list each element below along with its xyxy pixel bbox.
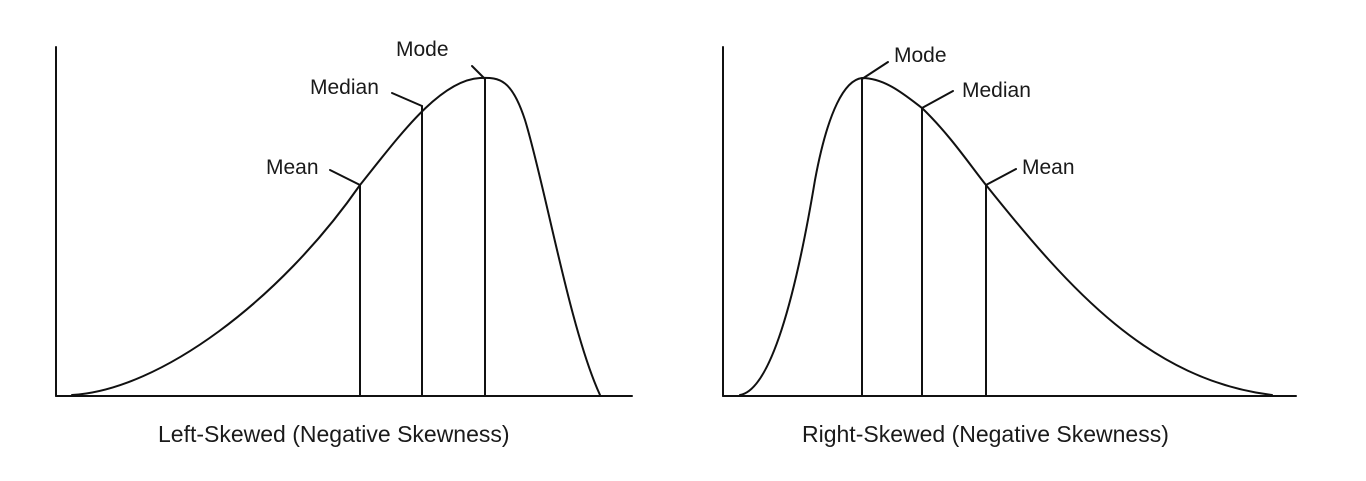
left-panel-caption: Left-Skewed (Negative Skewness) bbox=[158, 421, 510, 447]
right-mean-leader bbox=[985, 168, 1017, 186]
left-mean-leader bbox=[329, 169, 361, 186]
right-skewed-panel: Mode Median Mean Right-Skewed (Negative … bbox=[722, 44, 1297, 447]
right-skewed-curve bbox=[739, 77, 1273, 396]
left-mode-leader bbox=[471, 65, 486, 80]
right-mode-leader bbox=[861, 61, 889, 80]
right-mean-label: Mean bbox=[1022, 156, 1075, 179]
right-median-label: Median bbox=[962, 79, 1031, 102]
right-panel-caption: Right-Skewed (Negative Skewness) bbox=[802, 421, 1169, 447]
left-skewed-curve bbox=[71, 76, 601, 396]
left-mode-label: Mode bbox=[396, 38, 449, 61]
right-mode-label: Mode bbox=[894, 44, 947, 67]
right-median-leader bbox=[921, 90, 954, 109]
left-skewed-panel: Mode Median Mean Left-Skewed (Negative S… bbox=[55, 38, 633, 447]
left-mean-label: Mean bbox=[266, 156, 319, 179]
left-median-leader bbox=[391, 92, 423, 107]
left-median-label: Median bbox=[310, 76, 379, 99]
